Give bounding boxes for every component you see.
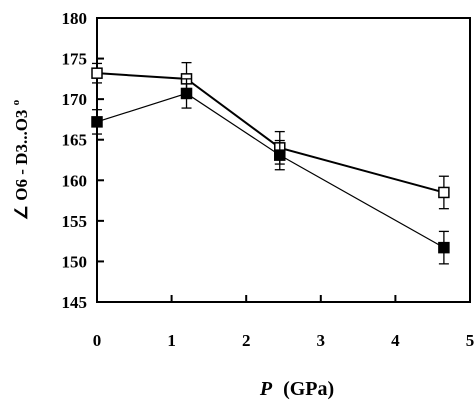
y-tick-label: 170: [62, 90, 88, 109]
y-tick-label: 155: [62, 212, 88, 231]
y-axis-degree: o: [10, 99, 22, 105]
y-tick-label: 150: [62, 252, 88, 271]
y-tick-label: 180: [62, 9, 88, 28]
series-1: [91, 61, 450, 210]
data-point: [180, 87, 193, 100]
series-line: [96, 72, 445, 194]
x-tick-label: 3: [317, 331, 326, 350]
data-point: [91, 116, 103, 128]
series-line: [96, 92, 445, 249]
series-layer: [91, 61, 450, 265]
x-tick-label: 2: [242, 331, 251, 350]
y-axis-label: ∠ O6 - D3...O3: [12, 110, 31, 221]
x-tick-label: 5: [466, 331, 474, 350]
y-tick-label: 160: [62, 171, 88, 190]
data-point: [438, 186, 450, 199]
data-point: [91, 67, 103, 79]
x-axis-unit: (GPa): [283, 378, 334, 400]
y-axis: 145 150 155 160 165 170 175 180: [62, 9, 104, 312]
x-tick-label: 1: [167, 331, 176, 350]
x-tick-label: 0: [93, 331, 102, 350]
data-point: [274, 149, 286, 161]
x-tick-label: 4: [391, 331, 400, 350]
data-point: [438, 241, 450, 254]
y-tick-label: 165: [62, 131, 88, 150]
series-2: [91, 78, 450, 265]
y-tick-label: 175: [62, 50, 88, 69]
x-axis-title: P (GPa): [259, 378, 334, 400]
y-axis-title: ∠ O6 - D3...O3 o: [10, 99, 31, 220]
x-axis: 0 1 2 3 4 5: [93, 295, 474, 350]
y-tick-label: 145: [62, 293, 88, 312]
x-axis-variable: P: [259, 378, 273, 400]
plot-frame: [96, 17, 471, 303]
